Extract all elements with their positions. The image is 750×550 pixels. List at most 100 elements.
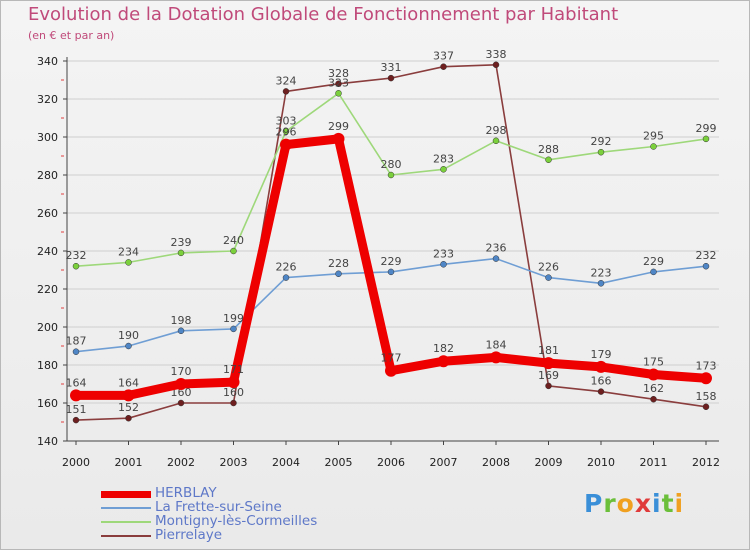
data-label-herblay-2003: 171 <box>223 363 244 376</box>
point-la-frette-sur-seine-2009 <box>545 274 552 281</box>
point-montigny-les-cormeilles-2008 <box>492 137 500 145</box>
point-herblay-2011 <box>647 368 660 381</box>
point-montigny-les-cormeilles-2011 <box>650 143 657 150</box>
data-label-herblay-2007: 182 <box>433 342 454 355</box>
x-tick-label-2003: 2003 <box>220 456 248 469</box>
point-herblay-2010 <box>595 360 607 373</box>
data-label-herblay-2004: 296 <box>276 126 297 139</box>
data-label-montigny-les-cormeilles-2000: 232 <box>66 249 87 262</box>
data-label-montigny-les-cormeilles-2006: 280 <box>381 158 402 171</box>
data-label-pierrelaye-2011: 162 <box>643 382 664 395</box>
chart-title: Evolution de la Dotation Globale de Fonc… <box>28 4 619 25</box>
data-label-pierrelaye-2010: 166 <box>591 375 612 388</box>
x-tick-label-2005: 2005 <box>325 456 353 469</box>
data-label-pierrelaye-2003: 160 <box>223 386 244 399</box>
data-label-la-frette-sur-seine-2001: 190 <box>118 329 139 342</box>
x-tick-label-2004: 2004 <box>272 456 300 469</box>
point-herblay-2007 <box>437 355 450 368</box>
data-label-la-frette-sur-seine-2011: 229 <box>643 255 664 268</box>
y-tick-label-260: 260 <box>37 207 58 220</box>
x-tick-label-2008: 2008 <box>482 456 510 469</box>
point-la-frette-sur-seine-2012 <box>702 262 710 270</box>
logo-letter: P <box>584 489 604 518</box>
point-la-frette-sur-seine-2000 <box>72 348 80 355</box>
point-montigny-les-cormeilles-2009 <box>545 156 552 164</box>
point-herblay-2004 <box>280 138 292 151</box>
point-montigny-les-cormeilles-2012 <box>702 135 710 143</box>
x-tick-label-2001: 2001 <box>115 456 143 469</box>
y-tick-label-240: 240 <box>37 245 58 258</box>
data-label-montigny-les-cormeilles-2008: 298 <box>486 124 507 137</box>
y-tick-label-180: 180 <box>37 359 58 372</box>
legend-label-pierrelaye: Pierrelaye <box>155 527 223 543</box>
legend-label-herblay: HERBLAY <box>155 485 217 501</box>
logo-letter: o <box>616 489 635 518</box>
point-pierrelaye-2005 <box>335 80 342 88</box>
point-montigny-les-cormeilles-2006 <box>387 171 395 179</box>
data-label-pierrelaye-2005: 328 <box>328 67 349 80</box>
y-tick-label-140: 140 <box>37 435 58 448</box>
data-label-la-frette-sur-seine-2008: 236 <box>486 242 507 255</box>
point-pierrelaye-2001 <box>125 414 132 422</box>
y-tick-label-200: 200 <box>37 321 58 334</box>
data-label-la-frette-sur-seine-2003: 199 <box>223 312 244 325</box>
legend-swatch-la-frette <box>101 507 151 509</box>
y-tick-label-220: 220 <box>37 283 58 296</box>
data-label-herblay-2006: 177 <box>381 352 402 365</box>
legend-label-la-frette: La Frette-sur-Seine <box>155 499 282 515</box>
data-label-montigny-les-cormeilles-2012: 299 <box>696 122 717 135</box>
point-la-frette-sur-seine-2003 <box>230 325 237 333</box>
data-label-la-frette-sur-seine-2009: 226 <box>538 261 559 274</box>
data-label-herblay-2008: 184 <box>486 338 507 351</box>
legend-label-montigny: Montigny-lès-Cormeilles <box>155 513 318 529</box>
point-pierrelaye-2003 <box>230 399 237 407</box>
data-label-herblay-2005: 299 <box>328 120 349 133</box>
data-label-pierrelaye-2007: 337 <box>433 50 454 63</box>
legend-swatch-pierrelaye <box>101 535 151 537</box>
chart-subtitle: (en € et par an) <box>28 29 115 42</box>
y-tick-label-340: 340 <box>37 55 58 68</box>
point-herblay-2006 <box>385 364 397 377</box>
data-label-herblay-2012: 173 <box>696 359 717 372</box>
legend-swatch-montigny <box>101 521 151 523</box>
data-label-la-frette-sur-seine-2012: 232 <box>696 249 717 262</box>
point-la-frette-sur-seine-2001 <box>125 342 132 350</box>
point-herblay-2001 <box>122 389 135 402</box>
point-pierrelaye-2008 <box>492 61 500 69</box>
data-label-pierrelaye-2000: 151 <box>66 403 87 416</box>
logo-letter: t <box>661 489 675 518</box>
y-tick-label-320: 320 <box>37 93 58 106</box>
x-tick-label-2012: 2012 <box>692 456 720 469</box>
x-tick-label-2010: 2010 <box>587 456 615 469</box>
point-herblay-2003 <box>227 376 240 389</box>
data-label-montigny-les-cormeilles-2002: 239 <box>171 236 192 249</box>
data-label-la-frette-sur-seine-2006: 229 <box>381 255 402 268</box>
data-label-montigny-les-cormeilles-2010: 292 <box>591 135 612 148</box>
point-montigny-les-cormeilles-2005 <box>335 90 342 97</box>
point-herblay-2008 <box>490 351 502 364</box>
data-label-herblay-2001: 164 <box>118 376 139 389</box>
proxiti-logo: Proxiti <box>584 489 684 518</box>
point-la-frette-sur-seine-2011 <box>650 268 657 276</box>
point-herblay-2000 <box>70 389 82 402</box>
logo-letter: r <box>603 489 617 518</box>
point-pierrelaye-2000 <box>72 416 80 424</box>
x-tick-label-2006: 2006 <box>377 456 405 469</box>
logo-letter: x <box>634 489 652 518</box>
point-pierrelaye-2010 <box>597 388 605 395</box>
data-label-pierrelaye-2001: 152 <box>118 401 139 414</box>
point-la-frette-sur-seine-2008 <box>492 255 500 262</box>
point-montigny-les-cormeilles-2000 <box>72 262 80 270</box>
point-herblay-2012 <box>700 372 712 385</box>
data-label-herblay-2010: 179 <box>591 348 612 361</box>
logo-letter: i <box>652 489 662 518</box>
data-label-herblay-2002: 170 <box>171 365 192 378</box>
point-la-frette-sur-seine-2004 <box>282 274 290 281</box>
point-pierrelaye-2011 <box>650 395 657 403</box>
point-pierrelaye-2006 <box>387 74 395 82</box>
point-montigny-les-cormeilles-2002 <box>177 249 185 257</box>
data-label-herblay-2011: 175 <box>643 356 664 369</box>
point-montigny-les-cormeilles-2007 <box>440 166 447 173</box>
logo-letter: i <box>674 489 685 518</box>
